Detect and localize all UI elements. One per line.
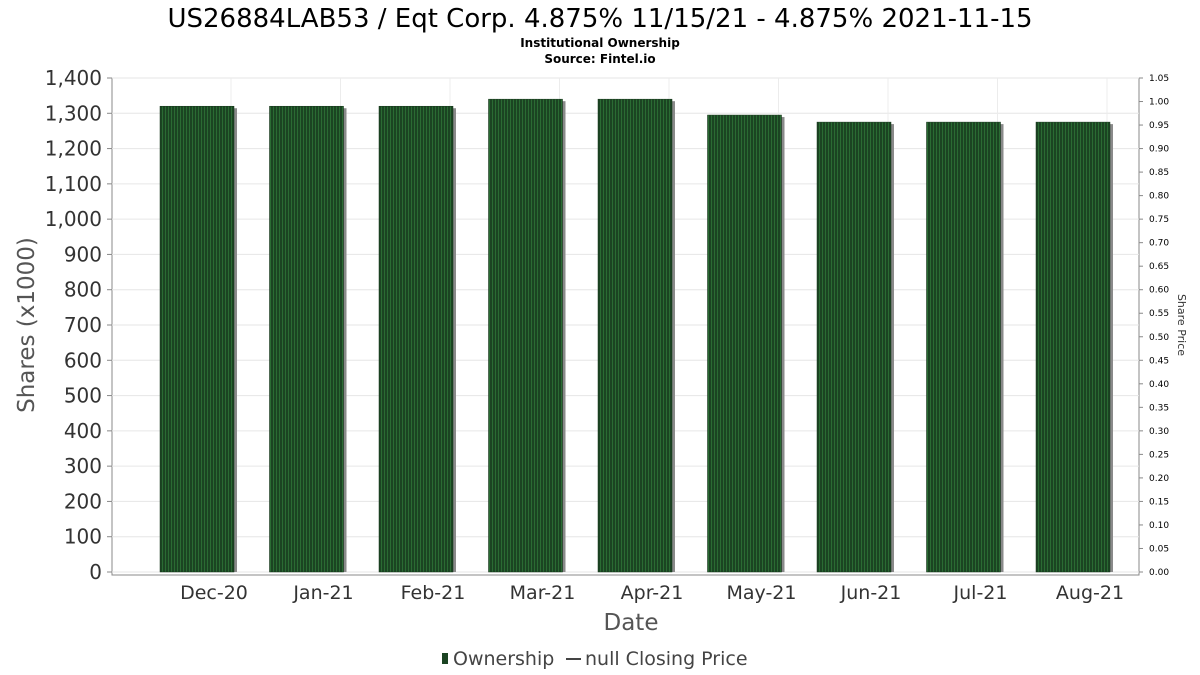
bar-Apr-21 bbox=[597, 98, 673, 573]
y2-tick-label: 0.80 bbox=[1149, 192, 1169, 202]
x-tick-label: Dec-20 bbox=[180, 582, 248, 604]
y-tick-label: 1,000 bbox=[45, 207, 102, 231]
bar-Aug-21 bbox=[1035, 121, 1111, 573]
x-tick-label: Apr-21 bbox=[621, 582, 684, 604]
y2-tick-label: 1.05 bbox=[1149, 74, 1169, 84]
y-tick-label: 400 bbox=[64, 419, 102, 443]
y2-tick-label: 0.60 bbox=[1149, 286, 1169, 296]
y-tick-label: 1,200 bbox=[45, 137, 102, 161]
chart-title: US26884LAB53 / Eqt Corp. 4.875% 11/15/21… bbox=[167, 4, 1032, 34]
bar-Feb-21 bbox=[378, 105, 454, 573]
bar-May-21 bbox=[707, 114, 782, 573]
y-tick-label: 800 bbox=[64, 278, 102, 302]
y-tick-label: 1,400 bbox=[45, 66, 102, 90]
y2-tick-label: 0.25 bbox=[1149, 450, 1169, 460]
y-axis-label: Shares (x1000) bbox=[14, 237, 40, 413]
y2-tick-label: 0.75 bbox=[1149, 215, 1169, 225]
y2-tick-label: 0.95 bbox=[1149, 121, 1169, 131]
y2-tick-label: 0.45 bbox=[1149, 356, 1169, 366]
y2-axis-label: Share Price bbox=[1175, 294, 1188, 356]
y2-tick-label: 0.10 bbox=[1149, 521, 1169, 531]
x-tick-label: May-21 bbox=[727, 582, 797, 604]
y-tick-label: 600 bbox=[64, 348, 102, 372]
y-tick-label: 0 bbox=[89, 560, 102, 584]
y2-tick-label: 0.90 bbox=[1149, 145, 1169, 155]
x-axis-label: Date bbox=[604, 610, 659, 636]
x-tick-label: Jan-21 bbox=[292, 582, 353, 604]
y2-tick-label: 0.65 bbox=[1149, 262, 1169, 272]
y-axis-ticks: 0 100 200 300 400 500 600 700 800 900 1,000 1,100 1,… bbox=[45, 66, 112, 584]
y2-tick-label: 0.05 bbox=[1149, 544, 1169, 554]
y2-tick-label: 0.70 bbox=[1149, 239, 1169, 249]
chart-subtitle: Institutional Ownership bbox=[520, 36, 680, 50]
bar-Jul-21 bbox=[926, 121, 1001, 573]
y2-tick-label: 1.00 bbox=[1149, 98, 1169, 108]
bar-Dec-20 bbox=[159, 105, 235, 573]
bar-Mar-21 bbox=[488, 98, 563, 573]
y-tick-label: 700 bbox=[64, 313, 102, 337]
y-tick-label: 900 bbox=[64, 242, 102, 266]
y2-tick-label: 0.00 bbox=[1149, 568, 1169, 578]
y2-tick-label: 0.40 bbox=[1149, 380, 1169, 390]
legend: Ownership null Closing Price bbox=[442, 648, 748, 670]
x-axis-ticks: Dec-20 Jan-21 Feb-21 Mar-21 Apr-21 May-21 Jun-… bbox=[180, 582, 1124, 604]
y2-tick-label: 0.20 bbox=[1149, 474, 1169, 484]
bar-series bbox=[159, 98, 1113, 573]
x-tick-label: Jul-21 bbox=[953, 582, 1008, 604]
x-tick-label: Feb-21 bbox=[401, 582, 466, 604]
y2-tick-label: 0.50 bbox=[1149, 333, 1169, 343]
y2-tick-label: 0.55 bbox=[1149, 309, 1169, 319]
chart-source: Source: Fintel.io bbox=[544, 52, 655, 66]
legend-price-label: null Closing Price bbox=[585, 648, 748, 670]
y-tick-label: 1,300 bbox=[45, 101, 102, 125]
y-tick-label: 500 bbox=[64, 384, 102, 408]
legend-ownership-marker bbox=[442, 653, 448, 664]
y-tick-label: 300 bbox=[64, 454, 102, 478]
x-tick-label: Mar-21 bbox=[510, 582, 576, 604]
y2-tick-label: 0.30 bbox=[1149, 427, 1169, 437]
y2-tick-label: 0.85 bbox=[1149, 168, 1169, 178]
y2-axis-ticks: 0.00 0.05 0.10 0.15 0.20 0.25 0.30 0.35 0.40 0.45… bbox=[1139, 74, 1169, 578]
y2-tick-label: 0.15 bbox=[1149, 497, 1169, 507]
legend-ownership-label: Ownership bbox=[453, 648, 554, 670]
bar-Jun-21 bbox=[816, 121, 892, 573]
x-tick-label: Aug-21 bbox=[1056, 582, 1124, 604]
y-tick-label: 200 bbox=[64, 489, 102, 513]
y-tick-label: 100 bbox=[64, 525, 102, 549]
x-tick-label: Jun-21 bbox=[840, 582, 902, 604]
bar-Jan-21 bbox=[269, 105, 344, 573]
y-tick-label: 1,100 bbox=[45, 172, 102, 196]
y2-tick-label: 0.35 bbox=[1149, 403, 1169, 413]
